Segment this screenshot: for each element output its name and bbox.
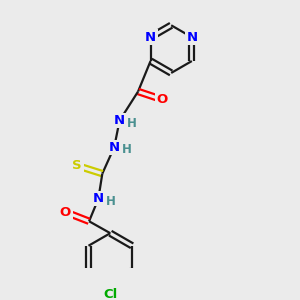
Text: Cl: Cl bbox=[103, 288, 117, 300]
Text: N: N bbox=[186, 31, 197, 44]
Text: N: N bbox=[114, 114, 125, 127]
Text: H: H bbox=[122, 143, 132, 156]
Text: O: O bbox=[156, 93, 167, 106]
Text: N: N bbox=[109, 141, 120, 154]
Text: H: H bbox=[106, 195, 116, 208]
Text: O: O bbox=[60, 206, 71, 218]
Text: H: H bbox=[127, 117, 137, 130]
Text: N: N bbox=[145, 31, 156, 44]
Text: N: N bbox=[93, 192, 104, 205]
Text: S: S bbox=[72, 159, 82, 172]
